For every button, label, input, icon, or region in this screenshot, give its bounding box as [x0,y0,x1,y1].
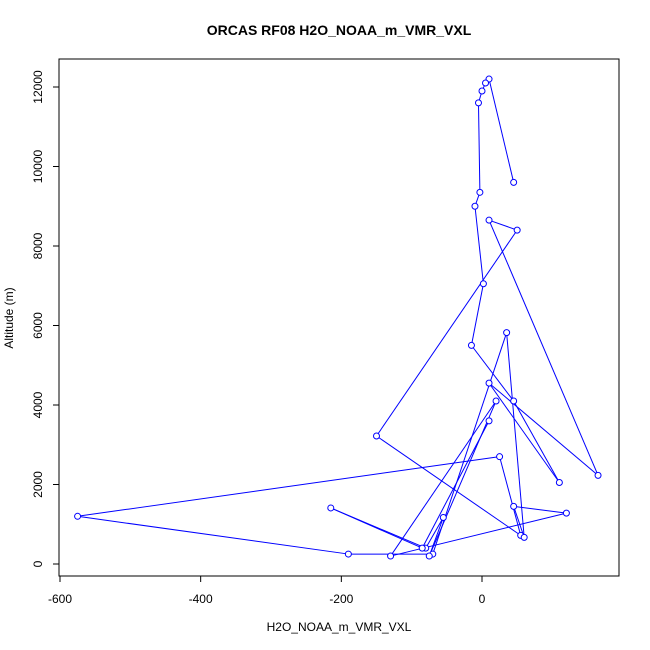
y-tick-label: 6000 [31,312,45,339]
series-segment [488,382,560,483]
series-segment [376,229,518,437]
series-segment [376,435,521,536]
data-point [496,453,504,461]
data-point [510,178,518,186]
series-segment [428,517,444,557]
data-point [387,552,395,560]
series-segment [77,456,500,517]
data-point [503,329,511,337]
data-point [492,397,500,405]
data-point [476,188,484,196]
x-tick-label: -400 [189,592,213,606]
data-point [510,397,518,405]
y-tick-label: 8000 [31,232,45,259]
data-point [562,509,570,517]
chart-title: ORCAS RF08 H2O_NOAA_m_VMR_VXL [207,22,472,38]
x-axis: -600 -400 -200 0 [48,575,486,606]
data-point [485,417,493,425]
data-point [510,502,518,510]
data-point [478,87,486,95]
y-axis: 0 2000 4000 6000 8000 10000 12000 [31,70,60,567]
data-point [485,379,493,387]
data-point [485,216,493,224]
x-axis-label: H2O_NOAA_m_VMR_VXL [267,620,412,634]
series-segment [513,505,567,514]
y-tick-label: 2000 [31,471,45,498]
y-tick-label: 12000 [31,70,45,104]
series-segment [513,400,560,483]
series-segment [477,102,481,193]
data-point [74,512,82,520]
data-point [555,479,563,487]
series-segment [421,420,490,549]
data-point [373,432,380,440]
series-segment [428,400,497,557]
data-point [513,226,521,234]
data-point [439,513,447,521]
series-segment [513,506,525,538]
x-tick-label: -600 [48,592,72,606]
y-tick-label: 0 [31,560,45,567]
y-axis-label: Altitude (m) [2,287,16,348]
data-point [482,79,490,87]
y-tick-label: 10000 [31,149,45,183]
x-tick-label: 0 [479,592,486,606]
data-point [467,341,475,349]
series-segment [425,517,444,549]
data-point [471,202,479,210]
series-h2o [74,75,602,560]
y-tick-label: 4000 [31,391,45,418]
data-point [594,471,602,479]
series-segment [471,345,515,402]
x-tick-label: -200 [329,592,353,606]
series-segment [330,507,423,549]
series-segment [390,512,567,557]
data-point [418,544,426,552]
plot-frame [58,58,620,577]
series-segment [488,219,599,476]
data-point [425,552,433,560]
data-point [344,550,352,558]
series-segment [506,332,525,538]
series-segment [499,456,522,536]
series-segment [488,382,599,476]
data-point [327,504,335,512]
series-segment [488,219,518,231]
series-segment [470,283,484,346]
series-segment [488,78,515,183]
data-point [474,99,482,107]
series-segment [474,206,484,284]
data-point [520,533,528,541]
data-point [479,280,487,288]
series-segment [390,400,497,557]
series-segment [77,515,349,555]
